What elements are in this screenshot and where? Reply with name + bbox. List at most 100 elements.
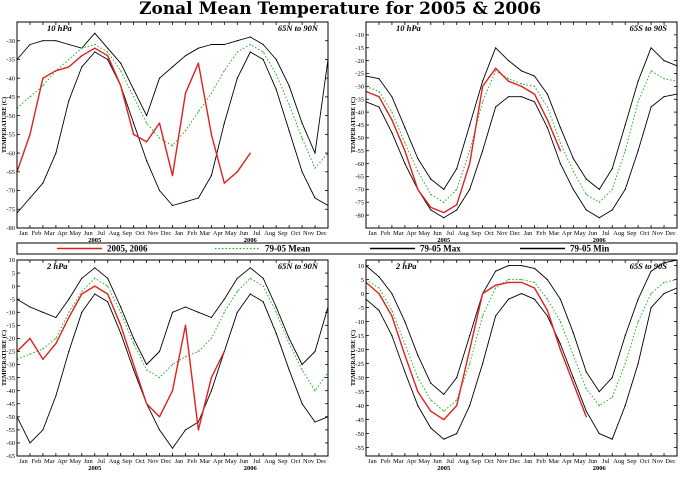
x-year-label: 2005 [88,237,102,244]
data-point [236,77,238,79]
data-point [520,265,523,267]
data-point [223,43,225,46]
data-point [42,429,44,431]
y-tick-label: -40 [355,403,364,410]
data-point [301,403,303,405]
data-point [456,405,458,407]
data-point [210,92,212,94]
data-point [120,70,122,72]
x-month-label: Oct [640,230,650,237]
data-point [146,141,148,143]
data-point [507,60,510,62]
region-label: 65N to 90N [278,261,319,271]
x-month-label: Aug [613,458,625,465]
data-point [94,277,96,279]
data-point [404,343,406,345]
chart-title: Zonal Mean Temperature for 2005 & 2006 [139,0,541,19]
data-point [391,315,393,317]
y-axis-label: TEMPERATURE (C) [350,330,357,386]
data-point [301,363,303,366]
data-point [378,276,380,278]
x-year-label: 2006 [593,237,607,244]
data-point [197,111,199,113]
data-point [572,354,574,356]
data-point [637,150,639,152]
x-month-label: May [418,458,431,465]
data-point [507,281,510,283]
pressure-label: 2 hPa [395,261,417,271]
data-point [650,307,652,309]
data-point [146,115,148,117]
data-point [301,137,303,139]
data-point [146,122,148,124]
y-tick-label: -50 [355,135,364,142]
data-point [404,150,406,152]
data-point [546,93,549,95]
x-month-label: May [225,230,238,237]
data-point [533,281,536,283]
y-tick-label: -45 [6,94,15,101]
data-point [637,363,639,365]
y-tick-label: -40 [6,75,15,82]
legend-frame [16,242,678,255]
series-min [16,293,329,449]
y-tick-label: -35 [355,96,364,103]
data-point [223,298,225,300]
data-point [469,363,471,365]
data-point [146,363,148,366]
data-point [314,390,316,392]
data-point [482,363,484,365]
data-point [495,67,497,69]
data-point [495,315,497,317]
x-month-label: Sep [278,458,288,465]
data-point [158,429,161,431]
y-tick-label: -10 [355,32,364,39]
data-point [391,309,393,311]
data-point [55,337,57,339]
data-point [611,188,613,190]
data-point [495,287,497,289]
x-month-label: Feb [381,230,391,237]
data-point [94,32,96,34]
data-point [637,321,639,323]
data-point [469,163,471,165]
data-point [107,58,109,61]
y-tick-label: -10 [6,309,15,316]
data-point [650,293,652,295]
data-point [469,124,471,126]
data-point [404,127,406,129]
data-point [184,306,187,308]
data-point [210,133,212,135]
data-point [404,163,406,165]
data-point [378,78,380,80]
data-point [249,293,251,295]
data-point [146,403,148,405]
pressure-label: 10 hPa [47,23,73,33]
data-point [275,306,277,308]
x-month-label: Jan [524,230,533,237]
data-point [456,377,458,379]
data-point [42,77,44,79]
y-tick-label: -25 [355,361,364,368]
y-tick-label: 10 [358,263,365,270]
series-min [16,51,329,214]
data-point [559,127,562,129]
data-point [443,410,445,412]
data-point [81,66,83,68]
y-tick-label: -10 [355,319,364,326]
series-mean [365,70,678,203]
data-point [650,270,652,272]
data-point [611,377,613,379]
data-point [507,279,510,281]
data-point [68,66,70,68]
panel-2: TEMPERATURE (C)-65-60-55-50-45-40-35-30-… [1,257,329,472]
data-point [81,55,83,57]
data-point [456,204,458,206]
y-tick-label: 10 [9,257,16,264]
x-month-label: Nov [652,458,664,465]
data-point [184,324,187,326]
data-point [404,371,406,373]
data-point [404,321,406,323]
y-tick-label: -55 [6,427,15,434]
x-month-label: Sep [278,230,288,237]
